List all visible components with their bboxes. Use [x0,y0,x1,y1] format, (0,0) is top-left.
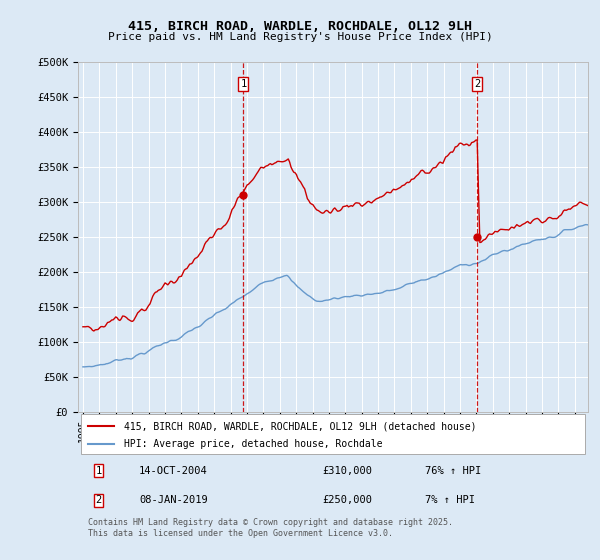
Text: £250,000: £250,000 [323,495,373,505]
Text: 76% ↑ HPI: 76% ↑ HPI [425,466,481,476]
FancyBboxPatch shape [80,414,586,455]
Text: 415, BIRCH ROAD, WARDLE, ROCHDALE, OL12 9LH (detached house): 415, BIRCH ROAD, WARDLE, ROCHDALE, OL12 … [124,422,476,431]
Text: Contains HM Land Registry data © Crown copyright and database right 2025.
This d: Contains HM Land Registry data © Crown c… [88,518,453,538]
Text: 2: 2 [95,495,101,505]
Text: 08-JAN-2019: 08-JAN-2019 [139,495,208,505]
Text: Price paid vs. HM Land Registry's House Price Index (HPI): Price paid vs. HM Land Registry's House … [107,32,493,42]
Text: 1: 1 [95,466,101,476]
Text: 2: 2 [474,79,480,89]
Text: 14-OCT-2004: 14-OCT-2004 [139,466,208,476]
Text: 415, BIRCH ROAD, WARDLE, ROCHDALE, OL12 9LH: 415, BIRCH ROAD, WARDLE, ROCHDALE, OL12 … [128,20,472,32]
Text: HPI: Average price, detached house, Rochdale: HPI: Average price, detached house, Roch… [124,439,382,449]
Text: £310,000: £310,000 [323,466,373,476]
Text: 1: 1 [241,79,247,89]
Text: 7% ↑ HPI: 7% ↑ HPI [425,495,475,505]
